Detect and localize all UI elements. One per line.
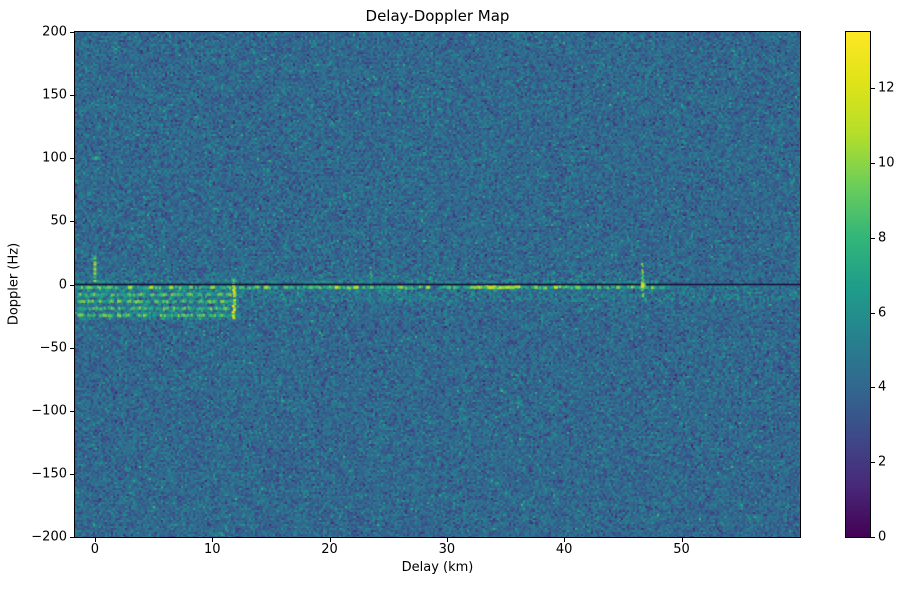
colorbar-tick-label: 10 [878, 155, 895, 171]
colorbar-tick-label: 8 [878, 230, 887, 246]
y-tick-label: 200 [42, 24, 67, 40]
colorbar-tick-label: 12 [878, 80, 895, 96]
y-tick-label: −100 [31, 403, 67, 419]
y-tick-mark [70, 537, 74, 538]
x-tick-label: 0 [90, 542, 100, 557]
x-tick-label: 40 [555, 542, 573, 557]
colorbar-tick-mark [871, 237, 875, 239]
y-tick-label: −50 [39, 340, 67, 356]
x-tick-mark [329, 538, 331, 542]
x-tick-label: 50 [673, 542, 690, 557]
colorbar-tick-mark [871, 387, 875, 389]
y-tick-label: 0 [58, 277, 67, 292]
chart-title: Delay-Doppler Map [365, 7, 510, 25]
colorbar-tick-mark [871, 162, 875, 164]
x-tick-label: 30 [438, 542, 456, 557]
y-tick-label: 150 [42, 87, 67, 103]
x-tick-mark [212, 538, 214, 542]
y-tick-label: −150 [31, 466, 67, 482]
colorbar-tick-label: 0 [878, 529, 887, 545]
colorbar-tick-label: 4 [878, 379, 887, 395]
colorbar-tick-mark [871, 537, 875, 538]
x-tick-mark [564, 538, 566, 542]
x-tick-mark [94, 538, 96, 542]
y-tick-mark [70, 473, 74, 475]
colorbar [845, 31, 871, 538]
x-tick-mark [681, 538, 683, 542]
x-tick-label: 20 [321, 542, 338, 557]
y-tick-mark [70, 221, 74, 223]
colorbar-tick-mark [871, 462, 875, 464]
y-tick-mark [70, 32, 74, 33]
y-tick-label: 100 [42, 150, 67, 166]
colorbar-canvas [846, 32, 870, 537]
y-tick-mark [70, 410, 74, 412]
colorbar-tick-label: 6 [878, 305, 887, 321]
x-tick-label: 10 [203, 542, 221, 557]
x-tick-mark [446, 538, 448, 542]
heatmap-canvas [75, 32, 800, 537]
plot-area [74, 31, 801, 538]
y-tick-label: 50 [50, 213, 67, 229]
y-tick-mark [70, 347, 74, 349]
y-axis-label: Doppler (Hz) [6, 242, 22, 326]
colorbar-tick-label: 2 [878, 454, 887, 470]
colorbar-tick-mark [871, 312, 875, 314]
x-axis-label: Delay (km) [401, 560, 474, 575]
colorbar-tick-mark [871, 88, 875, 90]
y-tick-mark [70, 158, 74, 160]
y-tick-label: −200 [31, 529, 67, 545]
y-tick-mark [70, 95, 74, 97]
y-tick-mark [70, 284, 74, 286]
